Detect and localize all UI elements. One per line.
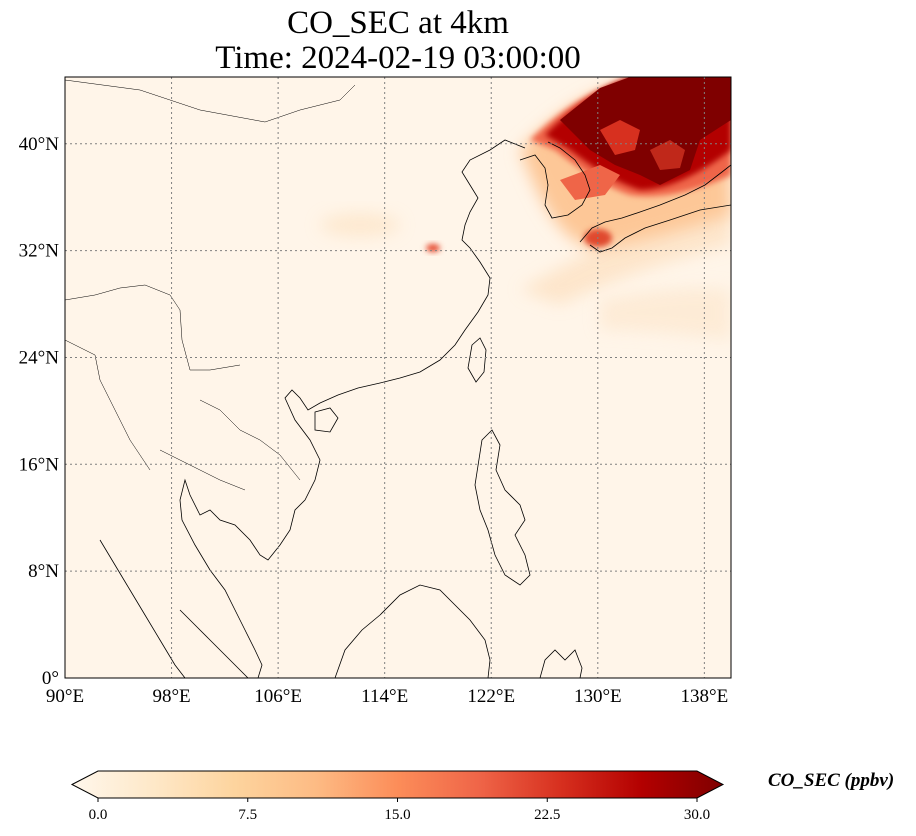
longitude-tick-labels: 90°E 98°E 106°E 114°E 122°E 130°E 138°E bbox=[46, 686, 728, 707]
lon-tick-label: 130°E bbox=[574, 686, 622, 707]
title-line-1: CO_SEC at 4km bbox=[287, 5, 509, 41]
colorbar-ticks: 0.0 7.5 15.0 22.5 30.0 bbox=[89, 798, 710, 823]
coastline-sumatra bbox=[99, 539, 186, 678]
lon-tick-label: 114°E bbox=[361, 686, 408, 707]
lat-tick-label: 0° bbox=[42, 668, 59, 689]
title-line-2: Time: 2024-02-19 03:00:00 bbox=[215, 40, 581, 76]
coastline-japan-south bbox=[589, 204, 731, 253]
coastline-borneo bbox=[334, 584, 491, 678]
lon-tick-label: 122°E bbox=[467, 686, 515, 707]
coastline-sulawesi bbox=[539, 649, 583, 678]
colorbar-ramp bbox=[70, 770, 725, 799]
coastline-taiwan bbox=[467, 337, 487, 383]
colorbar-tick-label: 30.0 bbox=[684, 807, 710, 823]
plume-patchy-3 bbox=[560, 165, 620, 200]
plume-patchy-2 bbox=[650, 140, 685, 170]
border-line-1 bbox=[65, 284, 241, 371]
coastline-hainan bbox=[314, 407, 339, 433]
chart-title: CO_SEC at 4km Time: 2024-02-19 03:00:00 bbox=[0, 6, 796, 76]
colorbar-tick-label: 0.0 bbox=[89, 807, 108, 823]
lon-tick-label: 106°E bbox=[254, 686, 302, 707]
latitude-tick-labels: 0° 8°N 16°N 24°N 32°N 40°N bbox=[19, 134, 60, 689]
hotspot-east-china bbox=[426, 244, 440, 252]
haze-central-china bbox=[320, 213, 400, 237]
lat-tick-label: 8°N bbox=[28, 561, 59, 582]
graticule bbox=[65, 77, 731, 678]
lon-tick-label: 138°E bbox=[681, 686, 729, 707]
colorbar-tick-label: 15.0 bbox=[384, 807, 410, 823]
colorbar-label: CO_SEC (ppbv) bbox=[768, 770, 895, 791]
border-line-5 bbox=[65, 79, 356, 123]
coastline-japan bbox=[579, 164, 731, 243]
map-frame bbox=[64, 76, 732, 679]
haze-band-south bbox=[600, 288, 731, 340]
border-line-3 bbox=[199, 399, 301, 481]
plume-darkest bbox=[560, 77, 731, 185]
coastline-malay bbox=[179, 609, 249, 678]
lat-tick-label: 16°N bbox=[19, 454, 60, 475]
border-line-4 bbox=[159, 449, 246, 491]
lat-tick-label: 40°N bbox=[19, 134, 60, 155]
lat-tick-label: 32°N bbox=[19, 241, 60, 262]
coastline-korea bbox=[519, 141, 591, 219]
lon-tick-label: 90°E bbox=[46, 686, 84, 707]
lat-tick-label: 24°N bbox=[19, 347, 60, 368]
co-concentration-field bbox=[320, 77, 731, 340]
plume-patchy-1 bbox=[600, 120, 640, 155]
colorbar-tick-label: 7.5 bbox=[238, 807, 257, 823]
colorbar-tick-label: 22.5 bbox=[534, 807, 560, 823]
coastlines-and-borders bbox=[65, 79, 731, 678]
border-line-2 bbox=[65, 339, 151, 471]
lon-tick-label: 98°E bbox=[152, 686, 190, 707]
coastline-mainland-east-asia bbox=[179, 139, 526, 678]
coastline-philippines bbox=[474, 429, 531, 586]
